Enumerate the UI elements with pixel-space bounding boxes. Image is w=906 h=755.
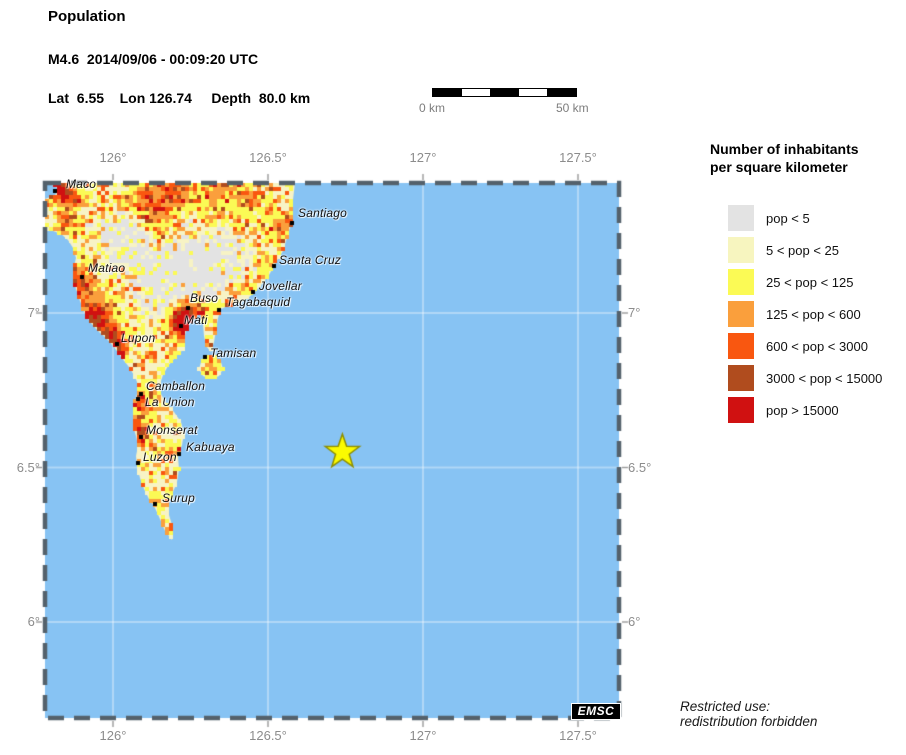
legend-label: 600 < pop < 3000 [766, 338, 868, 354]
legend-row: 600 < pop < 3000 [728, 333, 882, 359]
town-label: Monserat [146, 423, 198, 437]
town-label: Santiago [298, 206, 347, 220]
axis-label-lat-right-1: 6.5° [628, 459, 652, 475]
axis-label-lon-top-3: 127.5° [559, 150, 597, 165]
scale-bar-segment [433, 89, 462, 96]
legend-label: 25 < pop < 125 [766, 274, 854, 290]
town-label: Surup [162, 491, 196, 505]
axis-label-lat-left-2: 6° [27, 614, 40, 629]
legend-title-line1: Number of inhabitants [710, 141, 859, 157]
legend-row: pop < 5 [728, 205, 882, 231]
event-coordinates: Lat 6.55 Lon 126.74 Depth 80.0 km [48, 90, 311, 106]
town-label: Kabuaya [186, 440, 235, 454]
legend-swatch [728, 397, 754, 423]
town-label: Matiao [88, 261, 126, 275]
page-title: Population [48, 8, 126, 25]
legend-label: pop > 15000 [766, 402, 839, 418]
legend-swatch [728, 333, 754, 359]
scale-bar [432, 88, 577, 97]
town-label: Jovellar [259, 279, 302, 293]
population-legend: pop < 5 5 < pop < 25 25 < pop < 125 125 … [728, 205, 882, 423]
town-label: Lupon [121, 331, 156, 345]
axis-label-lat-right-0: 7° [628, 305, 641, 320]
legend-title: Number of inhabitants per square kilomet… [710, 140, 859, 176]
legend-swatch [728, 365, 754, 391]
town-label: Camballon [146, 379, 206, 393]
axis-label-lat-left-0: 7° [27, 305, 40, 320]
axis-label-lat-right-2: 6° [628, 614, 641, 629]
legend-label: 5 < pop < 25 [766, 242, 840, 258]
scale-bar-left-label: 0 km [419, 101, 446, 115]
axis-label-lon-bottom-0: 126° [99, 728, 127, 743]
axis-label-lon-top-2: 127° [409, 150, 437, 165]
legend-swatch [728, 301, 754, 327]
axis-label-lat-left-1: 6.5° [16, 459, 40, 475]
legend-row: 3000 < pop < 15000 [728, 365, 882, 391]
scale-bar-segment [461, 89, 491, 96]
scale-bar-segment [490, 89, 519, 96]
map-area: Maco Santiago Matiao Santa Cruz Jovellar Buso… [35, 173, 629, 728]
town-label: Tagabaquid [226, 295, 291, 309]
emsc-badge: EMSC [571, 703, 621, 720]
scale-bar-segment [547, 89, 576, 96]
town-label: Santa Cruz [279, 253, 342, 267]
legend-label: 125 < pop < 600 [766, 306, 861, 322]
legend-label: pop < 5 [766, 210, 810, 226]
axis-label-lon-top-0: 126° [99, 150, 127, 165]
legend-row: pop > 15000 [728, 397, 882, 423]
event-magnitude-date: M4.6 2014/09/06 - 00:09:20 UTC [48, 51, 259, 67]
legend-swatch [728, 269, 754, 295]
axis-label-lon-bottom-1: 126.5° [249, 728, 287, 743]
legend-row: 25 < pop < 125 [728, 269, 882, 295]
restricted-use-line2: redistribution forbidden [680, 714, 818, 729]
axis-label-lon-bottom-2: 127° [409, 728, 437, 743]
town-label: Mati [184, 313, 208, 327]
town-label: Maco [66, 177, 97, 191]
scale-bar-right-label: 50 km [556, 101, 589, 115]
axis-label-lon-top-1: 126.5° [249, 150, 287, 165]
restricted-use-note: Restricted use: redistribution forbidden [680, 699, 817, 729]
legend-row: 5 < pop < 25 [728, 237, 882, 263]
legend-title-line2: per square kilometer [710, 159, 848, 175]
population-density-map [35, 173, 629, 728]
legend-row: 125 < pop < 600 [728, 301, 882, 327]
restricted-use-line1: Restricted use: [680, 699, 771, 714]
legend-swatch [728, 237, 754, 263]
scale-bar-segment [518, 89, 548, 96]
legend-label: 3000 < pop < 15000 [766, 370, 883, 386]
town-label: Buso [190, 291, 219, 305]
town-label: La Union [145, 395, 195, 409]
town-label: Tamisan [210, 346, 257, 360]
axis-label-lon-bottom-3: 127.5° [559, 728, 597, 743]
town-label: Luzon [143, 450, 177, 464]
legend-swatch [728, 205, 754, 231]
